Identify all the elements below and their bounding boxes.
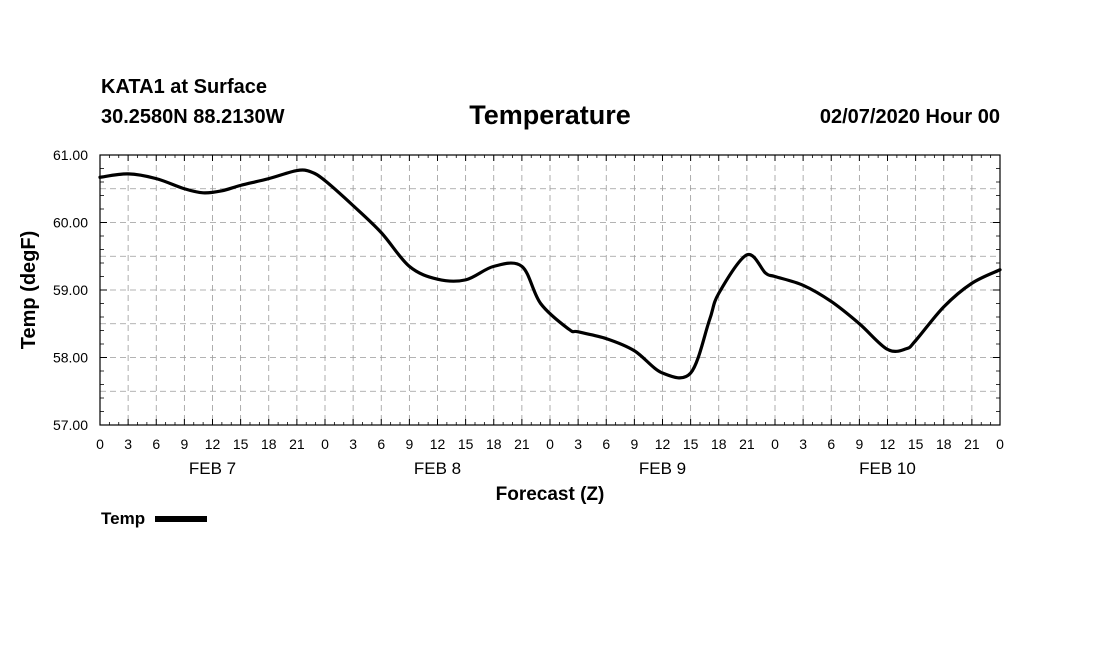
x-tick-label: 12 — [880, 436, 896, 452]
x-tick-label: 3 — [124, 436, 132, 452]
legend-line-swatch — [155, 516, 208, 522]
x-tick-label: 15 — [683, 436, 699, 452]
x-tick-label: 21 — [289, 436, 305, 452]
x-tick-label: 18 — [711, 436, 727, 452]
x-tick-label: 18 — [261, 436, 277, 452]
y-tick-label: 57.00 — [53, 417, 88, 433]
run-datetime: 02/07/2020 Hour 00 — [819, 106, 1000, 128]
x-tick-label: 0 — [771, 436, 779, 452]
legend-label: Temp — [101, 509, 146, 528]
x-tick-label: 3 — [349, 436, 357, 452]
station-coordinates: 30.2580N 88.2130W — [101, 106, 285, 128]
x-axis-title: Forecast (Z) — [496, 484, 605, 505]
station-label: KATA1 at Surface — [101, 76, 267, 98]
chart-title: Temperature — [0, 100, 1100, 131]
x-tick-label: 6 — [827, 436, 835, 452]
chart-title-text: Temperature — [469, 100, 631, 130]
x-tick-label: 6 — [152, 436, 160, 452]
y-tick-label: 59.00 — [53, 282, 88, 298]
y-tick-label: 60.00 — [53, 215, 88, 231]
x-tick-label: 0 — [546, 436, 554, 452]
x-tick-label: 0 — [996, 436, 1004, 452]
x-tick-label: 21 — [514, 436, 530, 452]
y-axis-title: Temp (degF) — [18, 231, 40, 350]
x-tick-label: 15 — [908, 436, 924, 452]
x-tick-label: 9 — [180, 436, 188, 452]
x-tick-label: 0 — [321, 436, 329, 452]
x-tick-label: 15 — [233, 436, 249, 452]
x-tick-label: 12 — [430, 436, 446, 452]
day-label: FEB 8 — [414, 459, 461, 478]
y-tick-label: 61.00 — [53, 147, 88, 163]
day-label: FEB 9 — [639, 459, 686, 478]
x-tick-label: 3 — [799, 436, 807, 452]
x-tick-label: 12 — [655, 436, 671, 452]
x-tick-label: 0 — [96, 436, 104, 452]
x-tick-label: 15 — [458, 436, 474, 452]
day-label: FEB 7 — [189, 459, 236, 478]
legend: Temp — [101, 509, 208, 529]
x-tick-label: 6 — [602, 436, 610, 452]
x-tick-label: 12 — [205, 436, 221, 452]
x-tick-label: 9 — [405, 436, 413, 452]
x-tick-label: 9 — [630, 436, 638, 452]
x-tick-label: 18 — [936, 436, 952, 452]
x-tick-label: 6 — [377, 436, 385, 452]
y-tick-label: 58.00 — [53, 350, 88, 366]
day-label: FEB 10 — [859, 459, 916, 478]
x-tick-label: 9 — [855, 436, 863, 452]
x-tick-label: 3 — [574, 436, 582, 452]
x-tick-label: 21 — [739, 436, 755, 452]
x-tick-label: 18 — [486, 436, 502, 452]
x-tick-label: 21 — [964, 436, 980, 452]
